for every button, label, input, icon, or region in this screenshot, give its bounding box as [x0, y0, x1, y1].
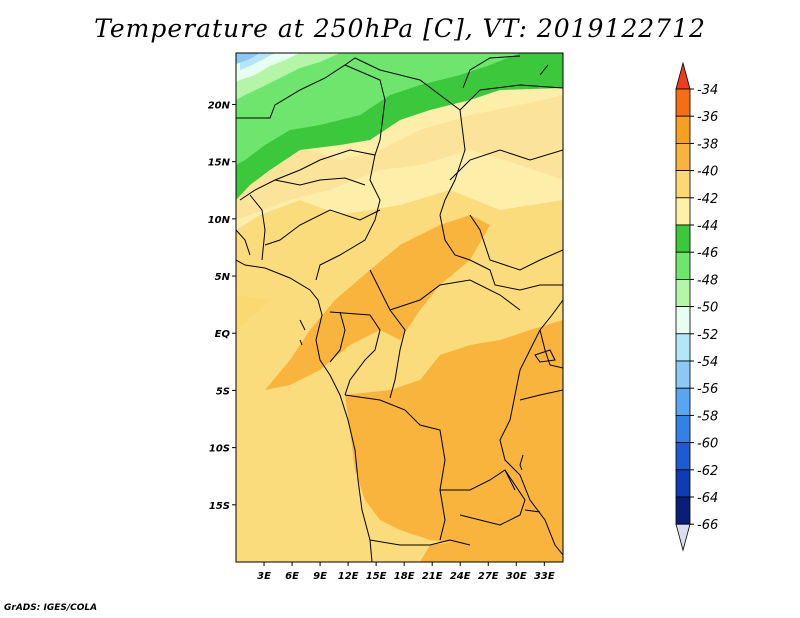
lon-label: 27E: [478, 571, 499, 582]
shade-minus38-central: [265, 215, 490, 390]
colorbar-label: -42: [697, 192, 718, 207]
lat-label: 20N: [208, 100, 231, 111]
colorbar-label: -60: [697, 437, 718, 452]
border-central-7: [369, 539, 471, 546]
colorbar-bottom-arrow: [675, 523, 691, 552]
lake-3: [534, 349, 556, 363]
shade-minus41: [236, 95, 563, 220]
colorbar-swatch: [675, 496, 691, 525]
lat-label: 5N: [215, 272, 231, 283]
colorbar-label: -44: [697, 219, 718, 234]
colorbar-label: -58: [697, 409, 718, 424]
colorbar-swatch: [675, 224, 691, 253]
border-sahel-4: [439, 214, 563, 291]
colorbar-label: -50: [697, 301, 718, 316]
lat-label: 5S: [216, 386, 230, 397]
colorbar-swatch: [675, 469, 691, 498]
colorbar-swatch: [675, 88, 691, 117]
colorbar-swatch: [675, 414, 691, 443]
colorbar-swatch: [675, 306, 691, 335]
shade-minus38-south: [345, 320, 563, 545]
lon-label: 30E: [506, 571, 527, 582]
colorbar-label: -34: [697, 83, 718, 98]
colorbar-swatch: [675, 170, 691, 199]
lat-label: 15N: [208, 158, 231, 169]
border-central-4: [389, 309, 406, 399]
colorbar-label: -62: [697, 464, 718, 479]
colorbar-swatch: [675, 360, 691, 389]
border-central-1: [369, 269, 521, 311]
lake-2: [524, 509, 541, 513]
lon-label: 6E: [285, 571, 299, 582]
lon-label: 24E: [450, 571, 471, 582]
border-sahel-5: [469, 214, 563, 271]
colorbar-swatch: [675, 387, 691, 416]
lat-label: 15S: [209, 501, 230, 512]
border-central-2: [329, 311, 381, 396]
colorbar-label: -38: [697, 137, 718, 152]
rift-lakes: [499, 299, 563, 556]
border-north-5: [539, 64, 549, 76]
border-sahel-3: [274, 177, 366, 186]
lat-label: 10N: [208, 215, 231, 226]
border-central-11: [264, 209, 381, 246]
colorbar-label: -36: [697, 110, 718, 125]
colorbar-label: -48: [697, 273, 718, 288]
colorbar-swatch: [675, 115, 691, 144]
colorbar-label: -66: [697, 518, 718, 533]
colorbar-swatch: [675, 251, 691, 280]
colorbar-label: -46: [697, 246, 718, 261]
lon-label: 18E: [394, 571, 415, 582]
latitude-axis: 20N 15N 10N 5N EQ 5S 10S 15S: [208, 100, 236, 512]
colorbar-label: -56: [697, 382, 718, 397]
map-title: Temperature at 250hPa [C], VT: 201912271…: [94, 14, 706, 43]
lon-label: 12E: [338, 571, 359, 582]
border-sahel-7: [236, 229, 251, 256]
colorbar-swatch: [675, 197, 691, 226]
lake-1: [519, 454, 524, 471]
lon-label: 21E: [422, 571, 443, 582]
border-north-1: [236, 64, 386, 201]
lat-label: EQ: [215, 329, 231, 340]
lon-label: 15E: [366, 571, 387, 582]
colorbar-swatch: [675, 142, 691, 171]
border-central-9: [539, 329, 563, 369]
border-sahel-2: [249, 194, 266, 261]
border-central-5: [344, 394, 446, 541]
colorbar-label: -40: [697, 165, 718, 180]
colorbar-swatch: [675, 333, 691, 362]
border-north-3: [459, 84, 563, 111]
lon-label: 9E: [313, 571, 327, 582]
border-central-6: [440, 469, 516, 491]
lat-label: 10S: [209, 444, 230, 455]
colorbar-top-arrow: [675, 61, 691, 90]
border-central-3: [329, 311, 346, 363]
lon-label: 3E: [257, 571, 271, 582]
colorbar-swatch: [675, 278, 691, 307]
grads-credit: GrADS: IGES/COLA: [4, 603, 98, 613]
colorbar-label: -54: [697, 355, 718, 370]
colorbar-label: -52: [697, 328, 718, 343]
colorbar-swatch: [675, 442, 691, 471]
border-sahel-1: [315, 154, 381, 281]
island-2: [299, 339, 303, 346]
colorbar: -34 -36 -38 -40 -42 -44 -46 -48 -50 -52 -54 -56 -58 -…: [675, 61, 718, 552]
longitude-axis: 3E 6E 9E 12E 15E 18E 21E 24E 27E 30E 33E: [257, 562, 555, 582]
border-central-8: [519, 389, 563, 401]
border-north-4: [462, 55, 521, 89]
temperature-field: [236, 53, 563, 562]
colorbar-label: -64: [697, 491, 718, 506]
shade-minus38-southeast: [420, 510, 563, 562]
map-frame: [235, 52, 564, 563]
shade-minus46: [236, 53, 520, 165]
island-1: [299, 319, 306, 331]
shade-minus54: [236, 53, 260, 64]
coastline-west: [236, 259, 373, 562]
border-sahel-6: [449, 149, 563, 181]
border-central-10: [459, 469, 526, 526]
lon-label: 33E: [534, 571, 555, 582]
borders: [236, 55, 563, 562]
shade-minus40-west: [236, 295, 270, 330]
